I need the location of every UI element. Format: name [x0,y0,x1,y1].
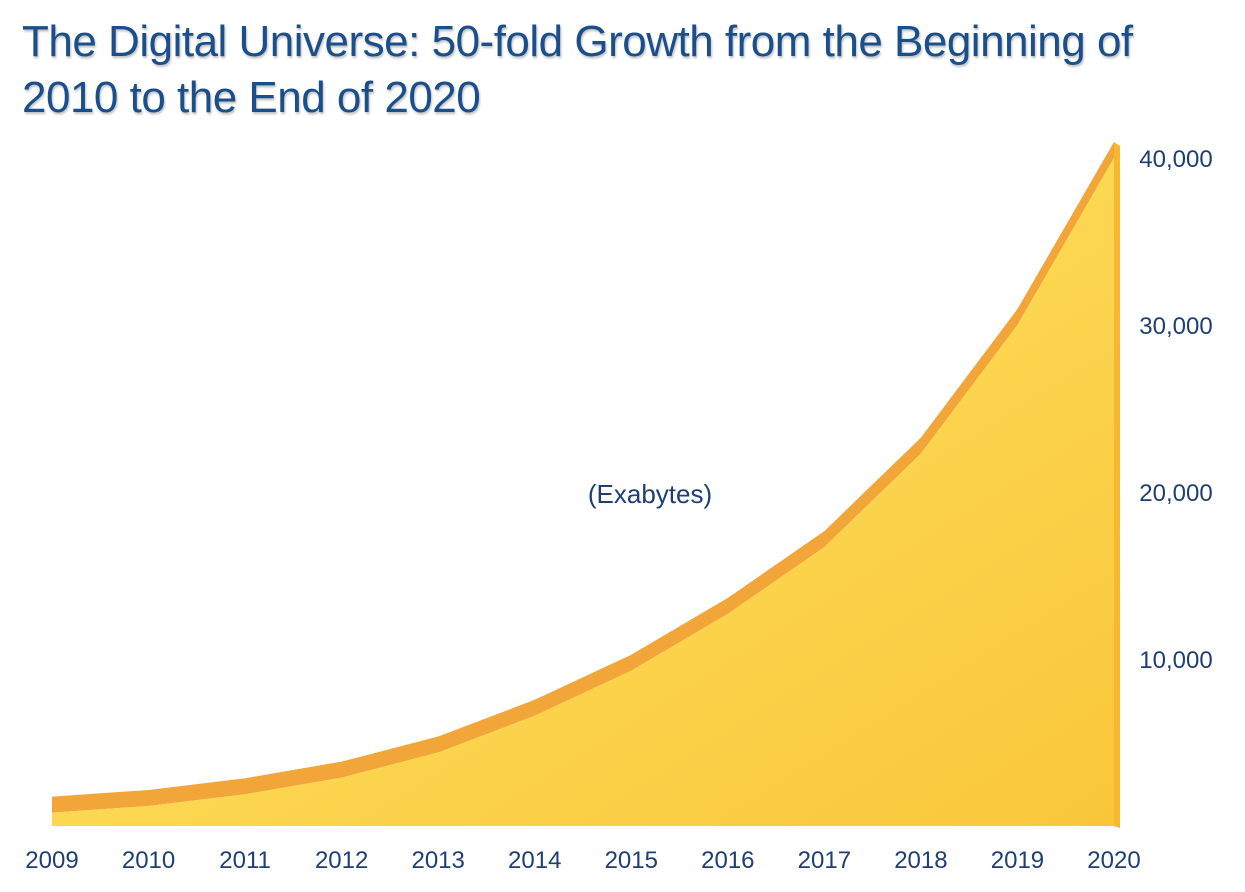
x-tick-2011: 2011 [219,847,271,874]
x-tick-2010: 2010 [122,847,175,874]
x-tick-2015: 2015 [605,847,658,874]
y-tick-40000: 40,000 [1139,146,1212,173]
y-tick-10000: 10,000 [1139,647,1212,674]
x-tick-2009: 2009 [25,847,78,874]
x-tick-2017: 2017 [798,847,851,874]
plot-area [52,142,1120,828]
x-tick-2013: 2013 [411,847,464,874]
x-tick-2018: 2018 [894,847,947,874]
x-tick-2019: 2019 [991,847,1044,874]
chart-title: The Digital Universe: 50-fold Growth fro… [22,17,1133,122]
x-tick-2016: 2016 [701,847,754,874]
x-axis: 2009 2010 2011 2012 2013 2014 2015 2016 2017 2018… [25,847,1140,874]
area-right-wall [1114,142,1120,828]
y-axis: 10,000 20,000 30,000 40,000 [1139,146,1212,674]
x-tick-2014: 2014 [508,847,561,874]
area-top-edge [52,142,1114,813]
y-tick-20000: 20,000 [1139,480,1212,507]
area-series [52,158,1114,826]
x-tick-2020: 2020 [1087,847,1140,874]
x-tick-2012: 2012 [315,847,368,874]
unit-label: (Exabytes) [588,479,712,509]
y-tick-30000: 30,000 [1139,313,1212,340]
